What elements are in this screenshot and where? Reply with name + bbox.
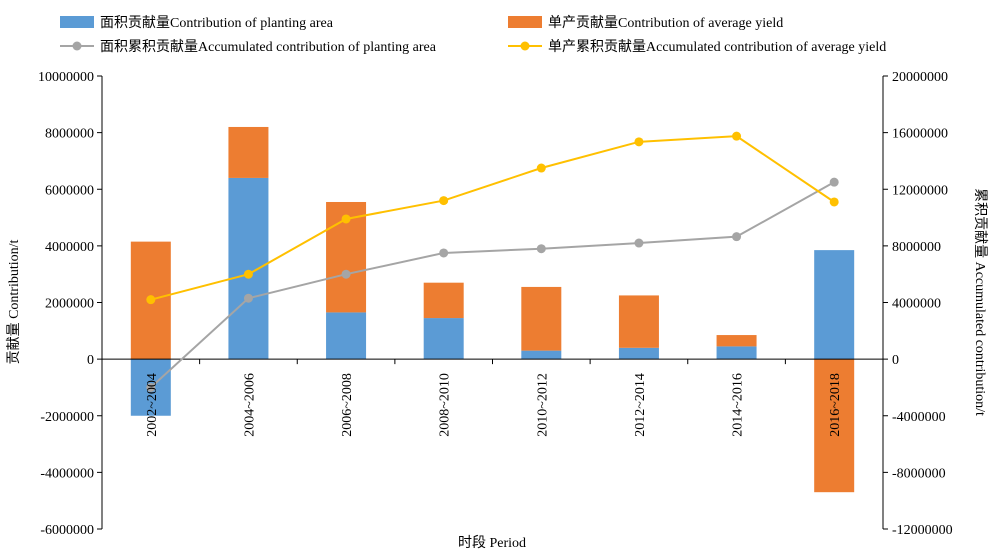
- y-right-tick-label: 20000000: [892, 70, 948, 85]
- point-accumulated-yield: [536, 163, 546, 173]
- bar-planting-area: [228, 177, 269, 360]
- point-accumulated-area: [732, 232, 742, 242]
- bar-planting-area: [716, 346, 757, 360]
- point-accumulated-yield: [439, 196, 449, 206]
- bar-average-yield: [423, 282, 464, 319]
- y-left-tick-label: -2000000: [40, 410, 94, 425]
- bar-planting-area: [423, 318, 464, 360]
- y-right-tick-label: -4000000: [892, 410, 946, 425]
- legend-swatch: [508, 16, 542, 28]
- bar-planting-area: [814, 250, 855, 360]
- x-category-label: 2010~2012: [535, 373, 550, 437]
- y-left-tick-label: 8000000: [45, 127, 94, 142]
- point-accumulated-yield: [829, 197, 839, 207]
- y-right-tick-label: 0: [892, 353, 899, 368]
- x-category-label: 2014~2016: [731, 373, 746, 437]
- bar-average-yield: [228, 126, 269, 178]
- point-accumulated-yield: [341, 214, 351, 224]
- point-accumulated-yield: [732, 131, 742, 141]
- y-left-tick-label: -4000000: [40, 466, 94, 481]
- y-right-tick-label: 12000000: [892, 183, 948, 198]
- x-category-label: 2006~2008: [340, 373, 355, 437]
- y-right-tick-label: -8000000: [892, 466, 946, 481]
- bar-average-yield: [618, 295, 659, 348]
- point-accumulated-yield: [243, 269, 253, 279]
- point-accumulated-area: [439, 248, 449, 258]
- y-axis-right-label: 累积贡献量 Accumulated contribution/t: [972, 188, 988, 416]
- legend-label: 面积累积贡献量Accumulated contribution of plant…: [100, 39, 437, 55]
- y-left-tick-label: 0: [87, 353, 94, 368]
- point-accumulated-yield: [634, 137, 644, 147]
- bar-planting-area: [521, 350, 562, 360]
- point-accumulated-yield: [146, 295, 156, 305]
- legend: 面积贡献量Contribution of planting area 单产贡献量C…: [60, 15, 886, 55]
- y-left-tick-label: 10000000: [38, 70, 94, 85]
- x-category-label: 2004~2006: [242, 373, 257, 437]
- point-accumulated-area: [341, 269, 351, 279]
- y-right-tick-label: 4000000: [892, 297, 941, 312]
- point-accumulated-area: [536, 244, 546, 254]
- plot-area: -6000000 -4000000 -2000000 0 2000000 4000000 6…: [38, 70, 953, 538]
- legend-label: 单产累积贡献量Accumulated contribution of avera…: [548, 39, 886, 55]
- y-right-tick-label: 16000000: [892, 127, 948, 142]
- y-right-tick-label: -12000000: [892, 523, 953, 538]
- line-accumulated-area: [150, 181, 835, 389]
- y-left-tick-label: 4000000: [45, 240, 94, 255]
- x-category-label: 2002~2004: [145, 373, 160, 437]
- y-left-tick-label: 6000000: [45, 183, 94, 198]
- x-axis-label: 时段 Period: [458, 535, 526, 551]
- bar-planting-area: [618, 347, 659, 360]
- legend-label: 面积贡献量Contribution of planting area: [100, 15, 334, 31]
- y-left-tick-label: 2000000: [45, 297, 94, 312]
- y-axis-left-label: 贡献量 Contribution/t: [6, 239, 22, 364]
- bar-average-yield: [521, 286, 562, 351]
- legend-marker: [520, 41, 530, 51]
- legend-marker: [72, 41, 82, 51]
- point-accumulated-area: [146, 382, 156, 392]
- point-accumulated-area: [634, 238, 644, 248]
- point-accumulated-area: [243, 293, 253, 303]
- line-accumulated-yield: [150, 135, 835, 301]
- x-category-label: 2008~2010: [438, 373, 453, 437]
- bar-average-yield: [814, 359, 855, 493]
- y-right-tick-label: 8000000: [892, 240, 941, 255]
- bar-planting-area: [326, 312, 367, 360]
- y-left-tick-label: -6000000: [40, 523, 94, 538]
- legend-swatch: [60, 16, 94, 28]
- point-accumulated-area: [829, 177, 839, 187]
- bar-average-yield: [716, 335, 757, 347]
- x-category-label: 2016~2018: [828, 373, 843, 437]
- legend-label: 单产贡献量Contribution of average yield: [548, 15, 783, 31]
- x-category-label: 2012~2014: [633, 373, 648, 437]
